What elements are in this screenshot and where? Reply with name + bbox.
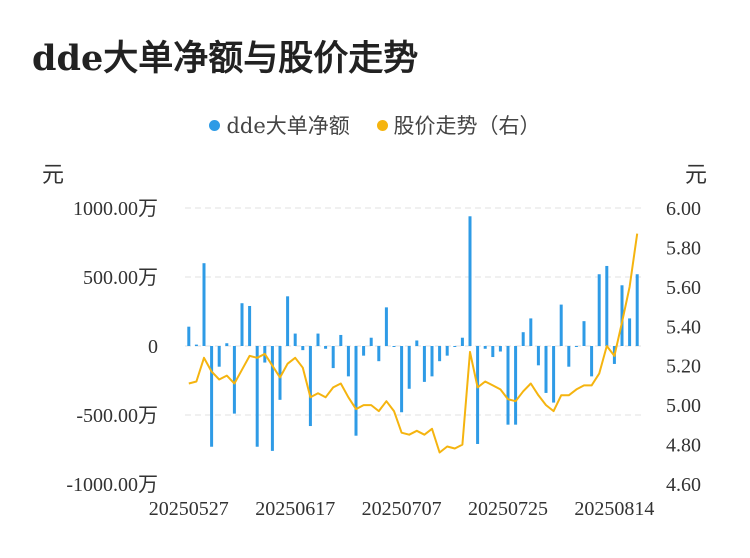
- bar-dde: [574, 346, 578, 347]
- legend-dot-dde: [209, 120, 221, 131]
- bar-dde: [536, 346, 540, 366]
- left-tick-label: 1000.00万: [73, 198, 158, 220]
- bar-dde: [605, 265, 609, 346]
- bar-dde: [400, 346, 404, 413]
- price-line: [188, 233, 639, 454]
- right-tick-label: 5.60: [666, 277, 701, 299]
- x-tick-label: 20250617: [255, 498, 335, 520]
- legend-dot-price: [376, 120, 388, 131]
- right-axis-unit: 元: [685, 163, 708, 188]
- right-tick-label: 5.80: [666, 237, 701, 259]
- bar-dde: [392, 346, 396, 347]
- left-axis-unit: 元: [42, 163, 65, 188]
- bar-dde: [377, 346, 381, 362]
- bar-dde: [331, 346, 335, 369]
- x-tick-label: 20250814: [574, 498, 654, 520]
- left-tick-label: 500.00万: [83, 267, 158, 289]
- bar-dde: [210, 346, 214, 447]
- bar-dde: [597, 274, 601, 346]
- bar-dde: [620, 285, 624, 346]
- bar-dde: [301, 346, 305, 351]
- legend-item-price[interactable]: 股价走势（右）: [376, 110, 541, 140]
- bar-dde: [339, 334, 343, 346]
- bar-dde: [483, 346, 487, 349]
- bar-dde: [476, 346, 480, 444]
- bar-dde: [248, 305, 252, 346]
- bar-dde: [582, 321, 586, 346]
- bar-dde: [217, 346, 221, 367]
- chart-title: dde大单净额与股价走势: [32, 38, 419, 79]
- bar-dde: [324, 346, 328, 349]
- bar-dde: [407, 346, 411, 389]
- legend-label-dde: dde大单净额: [226, 114, 350, 138]
- bar-dde: [445, 346, 449, 356]
- bar-dde: [590, 346, 594, 377]
- left-tick-label: 0: [148, 336, 158, 358]
- bar-dde: [544, 346, 548, 393]
- bar-dde: [354, 346, 358, 436]
- bar-dde: [498, 346, 502, 352]
- bar-dde: [225, 343, 229, 346]
- bar-dde: [415, 340, 419, 346]
- bar-dde: [194, 344, 198, 346]
- bar-dde: [453, 346, 457, 347]
- bar-dde: [460, 337, 464, 346]
- bar-dde: [369, 337, 373, 346]
- right-tick-label: 5.20: [666, 356, 701, 378]
- x-tick-label: 20250527: [149, 498, 229, 520]
- right-tick-label: 4.60: [666, 474, 701, 496]
- bar-dde: [362, 346, 366, 356]
- left-tick-label: -500.00万: [76, 405, 158, 427]
- x-tick-label: 20250725: [468, 498, 548, 520]
- bar-dde: [202, 263, 206, 346]
- right-tick-label: 5.00: [666, 395, 701, 417]
- right-tick-label: 5.40: [666, 316, 701, 338]
- bar-dde: [232, 346, 236, 414]
- bar-dde: [438, 346, 442, 362]
- bar-dde: [468, 216, 472, 346]
- bar-dde: [308, 346, 312, 427]
- bar-dde: [506, 346, 510, 425]
- bar-dde: [384, 307, 388, 346]
- x-tick-label: 20250707: [362, 498, 442, 520]
- legend: dde大单净额 股价走势（右）: [0, 110, 750, 140]
- bar-dde: [286, 296, 290, 346]
- bar-dde: [529, 318, 533, 346]
- bar-dde: [430, 346, 434, 377]
- bar-dde: [514, 346, 518, 425]
- legend-item-dde[interactable]: dde大单净额: [209, 110, 350, 140]
- bar-dde: [559, 304, 563, 346]
- bar-dde: [552, 346, 556, 403]
- bar-dde: [491, 346, 495, 358]
- bar-dde: [628, 318, 632, 346]
- bar-dde: [567, 346, 571, 367]
- right-tick-label: 6.00: [666, 198, 701, 220]
- legend-label-price: 股价走势（右）: [393, 114, 541, 138]
- bar-dde: [635, 274, 639, 346]
- bar-dde: [346, 346, 350, 377]
- bar-dde: [278, 346, 282, 400]
- bar-dde: [240, 303, 244, 346]
- bar-dde: [187, 326, 191, 346]
- bar-dde: [270, 346, 274, 451]
- bar-dde: [422, 346, 426, 382]
- bar-dde: [293, 333, 297, 346]
- left-tick-label: -1000.00万: [66, 474, 158, 496]
- bar-dde: [255, 346, 259, 447]
- bar-dde: [316, 333, 320, 346]
- bar-dde: [521, 332, 525, 346]
- right-tick-label: 4.80: [666, 435, 701, 457]
